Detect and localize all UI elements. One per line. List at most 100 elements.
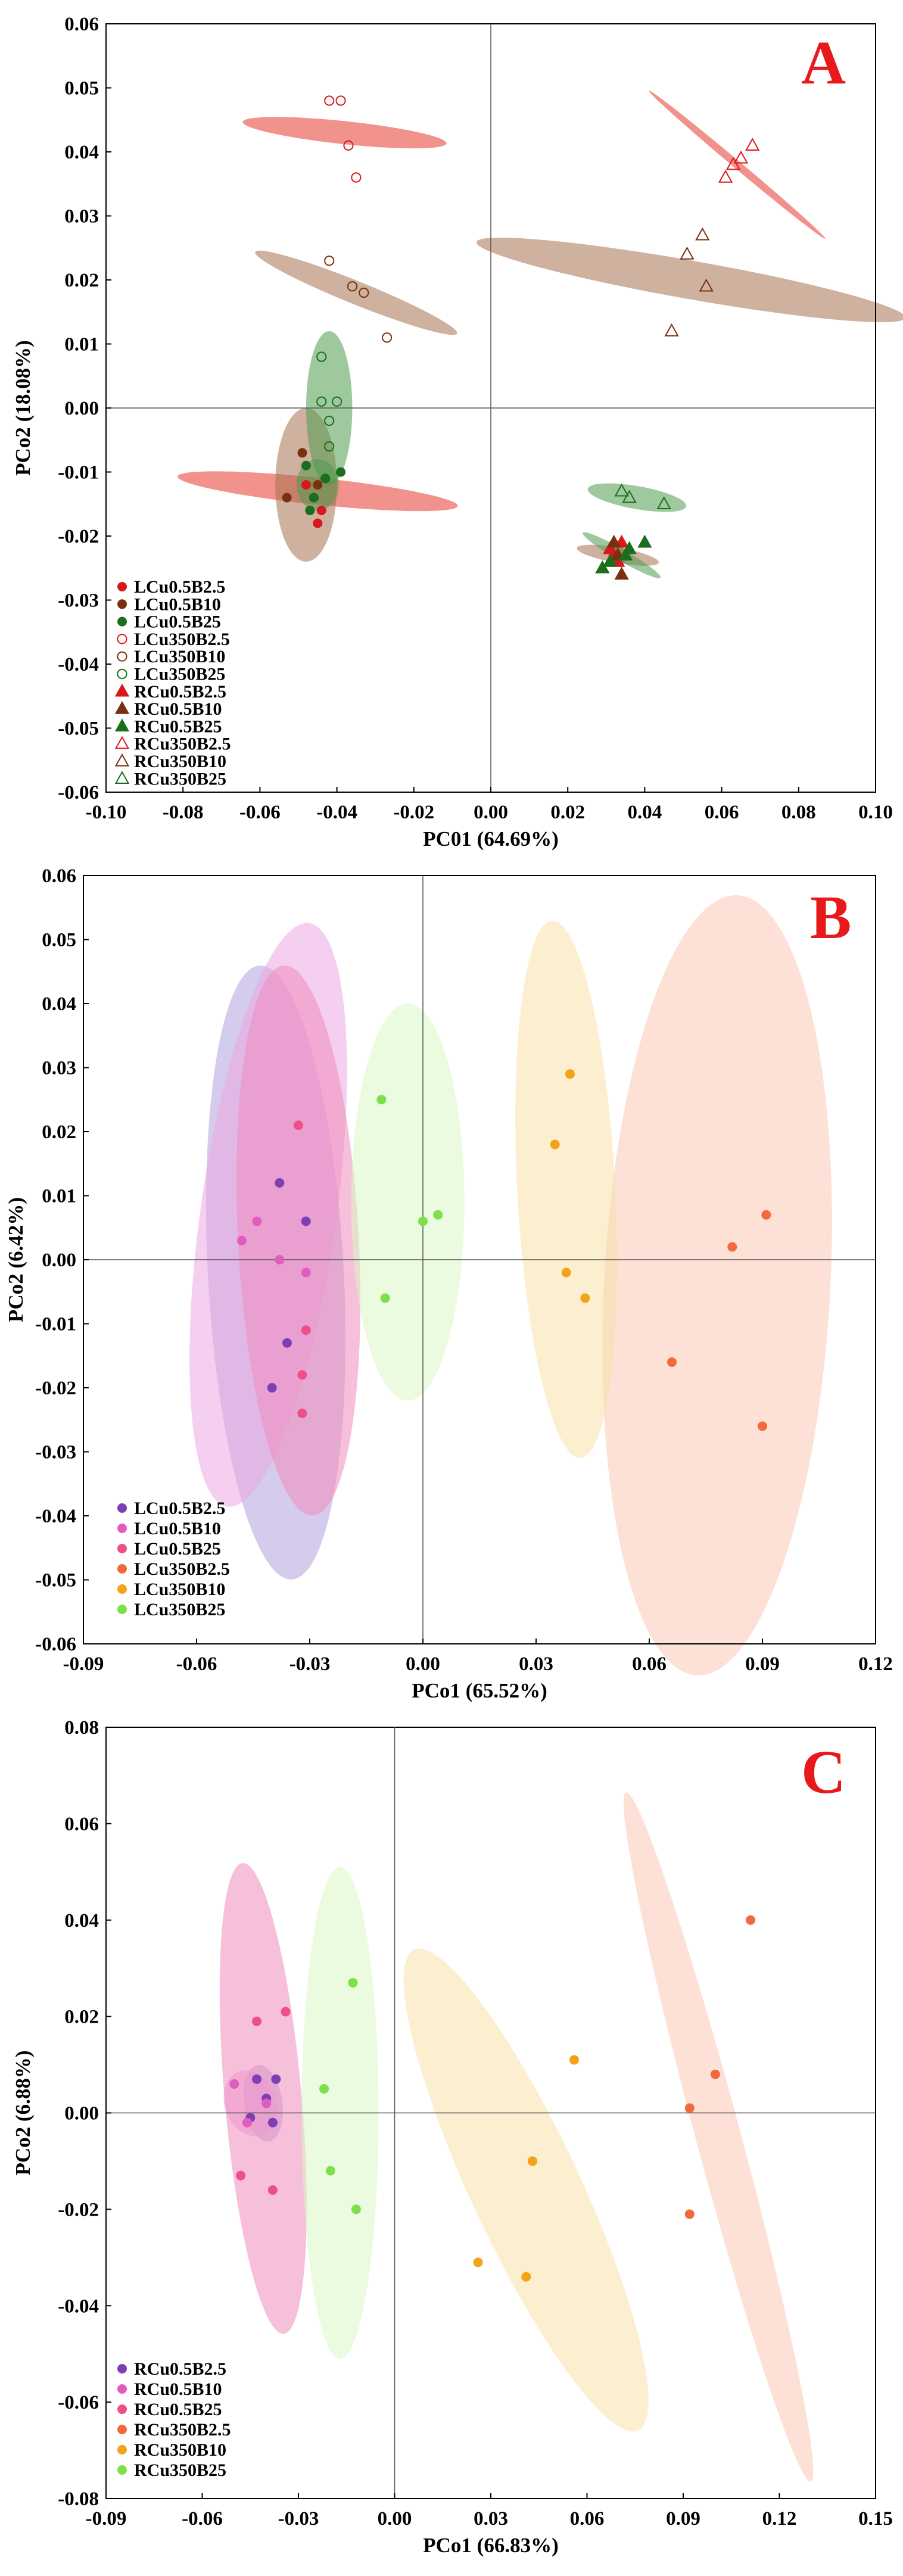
panel-a-y-tick-label: -0.05 [58,718,99,740]
panel-a-legend-label: RCu0.5B10 [134,699,222,719]
panel-a-point-lcu350b10 [381,332,393,343]
panel-a-y-tick-label: -0.01 [58,462,99,484]
panel-a-y-tick-label: 0.01 [64,334,99,356]
panel-a-legend-marker-rcu0-5b25 [114,718,130,732]
panel-c-legend-marker-rcu0-5b10 [117,2384,127,2394]
panel-a-legend-marker-lcu0-5b2-5 [117,582,127,591]
panel-b-y-axis-title: PCo2 (6.42%) [4,1197,27,1322]
panel-a-point-rcu350b25 [656,496,671,509]
panel-a-y-tick-label: -0.02 [58,526,99,547]
panel-a-legend-marker-lcu0-5b10 [117,599,127,609]
panel-a: -0.10 -0.08 -0.06 -0.04 -0.02 0.00 0.02 0.04 0.0… [11,14,903,851]
panel-c-point-rcu350b2-5 [684,2209,695,2219]
panel-a-y-tick-label: 0.02 [64,270,99,291]
panel-b-point-lcu0-5b2-5 [275,1178,285,1188]
panel-c-point-rcu350b2-5 [684,2103,695,2113]
panel-c-legend-marker-rcu350b2-5 [117,2425,127,2434]
panel-c-y-tick-label: 0.04 [64,1910,99,1932]
panel-b-point-lcu0-5b10 [252,1216,262,1226]
panel-a-y-tick-label: 0.05 [64,78,99,99]
panel-b: -0.09 -0.06 -0.03 0.00 0.03 0.06 0.09 0.12-0.06… [4,865,893,1702]
panel-c-y-tick-label: -0.06 [58,2392,99,2413]
panel-a-ellipse-lcu350b10 [255,250,457,335]
panel-b-point-lcu350b2-5 [761,1210,771,1220]
panel-b-y-tick-label: -0.04 [35,1506,76,1527]
panel-c-point-rcu0-5b10 [261,2098,272,2108]
panel-c-point-rcu0-5b10 [242,2117,252,2128]
panel-a-point-lcu0-5b2-5 [316,506,326,515]
panel-b-legend-label: LCu350B10 [134,1580,225,1599]
panel-a-y-tick-label: 0.00 [64,398,99,419]
panel-c-legend-marker-rcu0-5b25 [117,2404,127,2414]
panel-a-legend-marker-rcu0-5b2-5 [114,683,130,697]
panel-a-point-lcu350b10 [347,281,358,292]
panel-a-ellipse-rcu350b25 [587,483,687,512]
panel-c-x-tick-label: -0.09 [86,2508,127,2530]
panel-c-point-rcu350b25 [348,1977,358,1988]
panel-b-point-lcu0-5b10 [275,1255,285,1264]
panel-b-x-tick-label: 0.12 [858,1653,893,1675]
panel-b-y-tick-label: 0.03 [42,1058,76,1079]
panel-c-point-rcu0-5b2-5 [252,2074,262,2084]
panel-a-point-lcu350b2-5 [351,172,362,183]
panel-a-ellipse-rcu350b10 [476,238,903,322]
panel-b-point-lcu0-5b2-5 [282,1338,292,1348]
panel-b-point-lcu350b10 [565,1069,575,1079]
panel-c-point-rcu0-5b10 [229,2079,239,2089]
panel-c-x-tick-label: 0.09 [666,2508,700,2530]
panel-a-point-lcu0-5b2-5 [313,518,323,528]
panel-a-y-tick-label: 0.03 [64,206,99,228]
panel-b-point-lcu350b2-5 [667,1357,677,1367]
panel-b-point-lcu350b2-5 [727,1242,737,1252]
panel-c: -0.09 -0.06 -0.03 0.00 0.03 0.06 0.09 0.12 0.15 -… [11,1717,893,2557]
panel-a-legend-marker-lcu0-5b25 [117,616,127,627]
panel-a-point-lcu0-5b25 [309,493,319,503]
panel-a-x-tick-label: 0.02 [550,802,585,823]
panel-b-legend-marker-lcu350b25 [117,1605,127,1614]
panel-c-point-rcu350b10 [569,2055,579,2065]
panel-b-point-lcu0-5b25 [301,1325,311,1335]
panel-b-ellipse-lcu350b2-5 [602,895,832,1675]
panel-b-point-lcu350b2-5 [758,1421,767,1431]
panel-a-point-lcu0-5b25 [320,474,331,484]
panel-c-legend-label: RCu0.5B10 [134,2379,222,2399]
panel-a-point-lcu0-5b25 [305,506,315,515]
panel-a-point-rcu350b10 [699,278,714,292]
panel-a-point-rcu350b10 [664,323,679,337]
panel-a-point-lcu350b2-5 [335,95,346,106]
panel-a-x-tick-label: -0.02 [393,802,434,823]
panel-c-point-rcu350b10 [473,2257,483,2267]
panel-c-point-rcu0-5b25 [267,2185,278,2195]
panel-a-point-rcu0-5b10 [606,534,621,548]
panel-c-point-rcu0-5b2-5 [267,2117,278,2128]
panel-a-letter: A [801,29,846,97]
panel-c-y-axis-title: PCo2 (6.88%) [11,2051,35,2176]
panel-c-y-tick-label: -0.04 [58,2295,99,2317]
panel-b-point-lcu0-5b2-5 [267,1383,277,1393]
panel-a-legend-label: RCu350B10 [134,752,226,771]
panel-c-x-tick-label: 0.03 [474,2508,508,2530]
panel-c-legend-label: RCu350B25 [134,2460,226,2480]
panel-a-legend-marker-rcu350b10 [114,753,130,767]
panel-a-point-rcu0-5b25 [637,534,652,548]
panel-c-legend-marker-rcu350b25 [117,2465,127,2475]
panel-a-point-lcu0-5b25 [336,467,346,477]
panel-b-x-tick-label: 0.06 [632,1653,667,1675]
panel-b-x-tick-label: 0.00 [406,1653,440,1675]
panel-a-point-lcu350b2-5 [343,140,354,151]
panel-c-legend-label: RCu0.5B2.5 [134,2359,226,2379]
panel-c-legend-marker-rcu0-5b2-5 [117,2364,127,2373]
panel-b-legend-label: LCu350B25 [134,1600,225,1619]
panel-a-y-tick-label: -0.06 [58,782,99,803]
panel-b-y-tick-label: 0.05 [42,930,76,951]
panel-c-x-tick-label: -0.06 [182,2508,223,2530]
panel-c-ellipse-rcu350b10 [403,1948,649,2432]
panel-a-legend-label: RCu350B2.5 [134,734,231,754]
panel-a-point-lcu0-5b10 [297,448,307,458]
panel-a-point-rcu350b2-5 [733,150,749,164]
panel-a-y-axis-title: PCo2 (18.08%) [11,340,35,475]
panel-a-point-lcu350b10 [324,256,335,266]
panel-c-x-tick-label: 0.00 [378,2508,412,2530]
panel-a-legend-marker-lcu350b10 [117,651,127,662]
panel-b-point-lcu350b25 [376,1095,387,1105]
